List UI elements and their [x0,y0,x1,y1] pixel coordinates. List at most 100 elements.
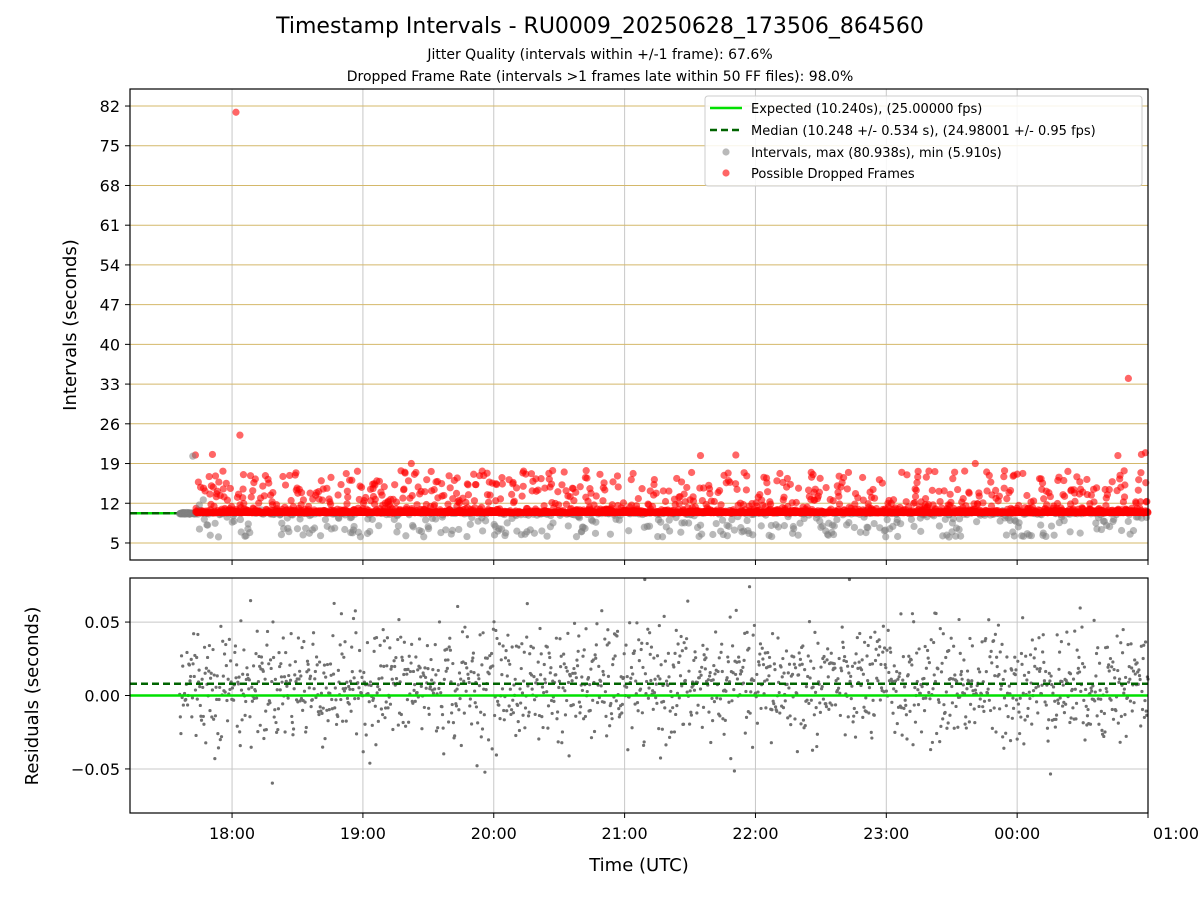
residual-point [924,696,928,700]
residual-point [451,661,455,666]
residual-point [572,621,577,625]
residual-point [364,733,368,737]
residual-point [958,651,962,655]
residual-point [632,649,637,653]
residual-point [1077,670,1082,674]
residual-point [347,702,351,706]
residual-point [201,685,205,690]
residual-point [860,658,864,662]
dropped-frame-point [555,501,563,509]
residual-point [505,709,509,713]
residual-point [414,655,418,659]
residual-point [992,706,996,710]
residual-point [400,655,404,659]
residual-point [779,665,783,669]
residual-point [822,654,826,659]
interval-point [850,523,859,532]
residual-point [610,717,614,721]
residual-point [262,736,266,741]
residual-point [417,637,422,641]
residual-point [582,648,586,652]
interval-point [1042,532,1050,541]
residual-point [344,719,348,723]
residual-point [606,674,611,678]
residual-point [807,620,812,624]
residual-point [577,634,581,638]
residual-point [895,721,899,726]
residual-point [841,645,846,650]
residual-point [453,734,457,738]
residual-point [1123,713,1127,717]
residual-point [1132,701,1136,705]
residual-point [584,627,588,631]
residual-point [258,723,262,727]
residual-point [892,687,896,691]
residual-point [692,688,697,692]
interval-point [1097,525,1106,534]
residual-point [456,604,460,609]
dropped-frame-point [484,498,493,506]
residual-point [1036,711,1040,715]
residual-point [282,675,287,679]
dropped-frame-point [239,494,247,502]
dropped-frame-outlier [1114,451,1122,460]
residual-point [1117,680,1121,684]
dropped-frame-point [318,496,327,504]
residual-point [675,691,680,695]
residual-point [443,658,448,662]
residual-point [634,679,638,683]
dropped-frame-point [1000,473,1008,481]
dropped-frame-point [391,481,399,489]
residual-point [786,671,790,675]
residual-point [1096,697,1100,701]
residual-point [998,650,1002,654]
residual-point [348,679,353,683]
residual-point [480,663,484,667]
residual-point [833,703,838,707]
residual-point [1003,669,1007,673]
residual-point [812,666,816,670]
residual-point [740,669,744,674]
dropped-frame-point [532,475,540,483]
legend-intervals-swatch [722,148,730,156]
residual-point [940,661,944,665]
residual-point [536,660,540,664]
residual-point [669,730,674,734]
dropped-frame-point [408,491,416,500]
residual-point [314,655,319,659]
residual-point [379,664,383,668]
residual-point [978,670,982,674]
residual-point [1127,665,1131,669]
residual-point [428,685,433,689]
residual-point [730,699,734,703]
residual-point [369,683,373,688]
residual-point [1068,672,1073,676]
residual-point [559,654,563,658]
residual-point [883,663,887,667]
residual-point [797,651,801,655]
residual-point [959,673,963,677]
residual-point [294,679,298,684]
residual-point [491,627,495,631]
residual-point [823,660,827,664]
residual-point [1112,667,1116,672]
dropped-frame-point [928,486,936,494]
residual-point [565,698,569,703]
residual-point [1001,735,1005,739]
residual-point [1073,629,1077,633]
residual-point [743,731,747,735]
residual-point [943,710,947,715]
residual-point [1142,643,1146,647]
residual-point [936,698,941,702]
residual-point [527,710,531,714]
dropped-frame-point [975,492,983,500]
residual-point [588,682,592,687]
residual-point [1129,642,1133,646]
residual-point [872,713,876,717]
residual-point [354,631,358,635]
residual-point [310,698,314,702]
residual-point [941,632,945,636]
dropped-frame-point [665,487,673,495]
residual-point [1117,677,1122,681]
residual-point [598,679,603,683]
